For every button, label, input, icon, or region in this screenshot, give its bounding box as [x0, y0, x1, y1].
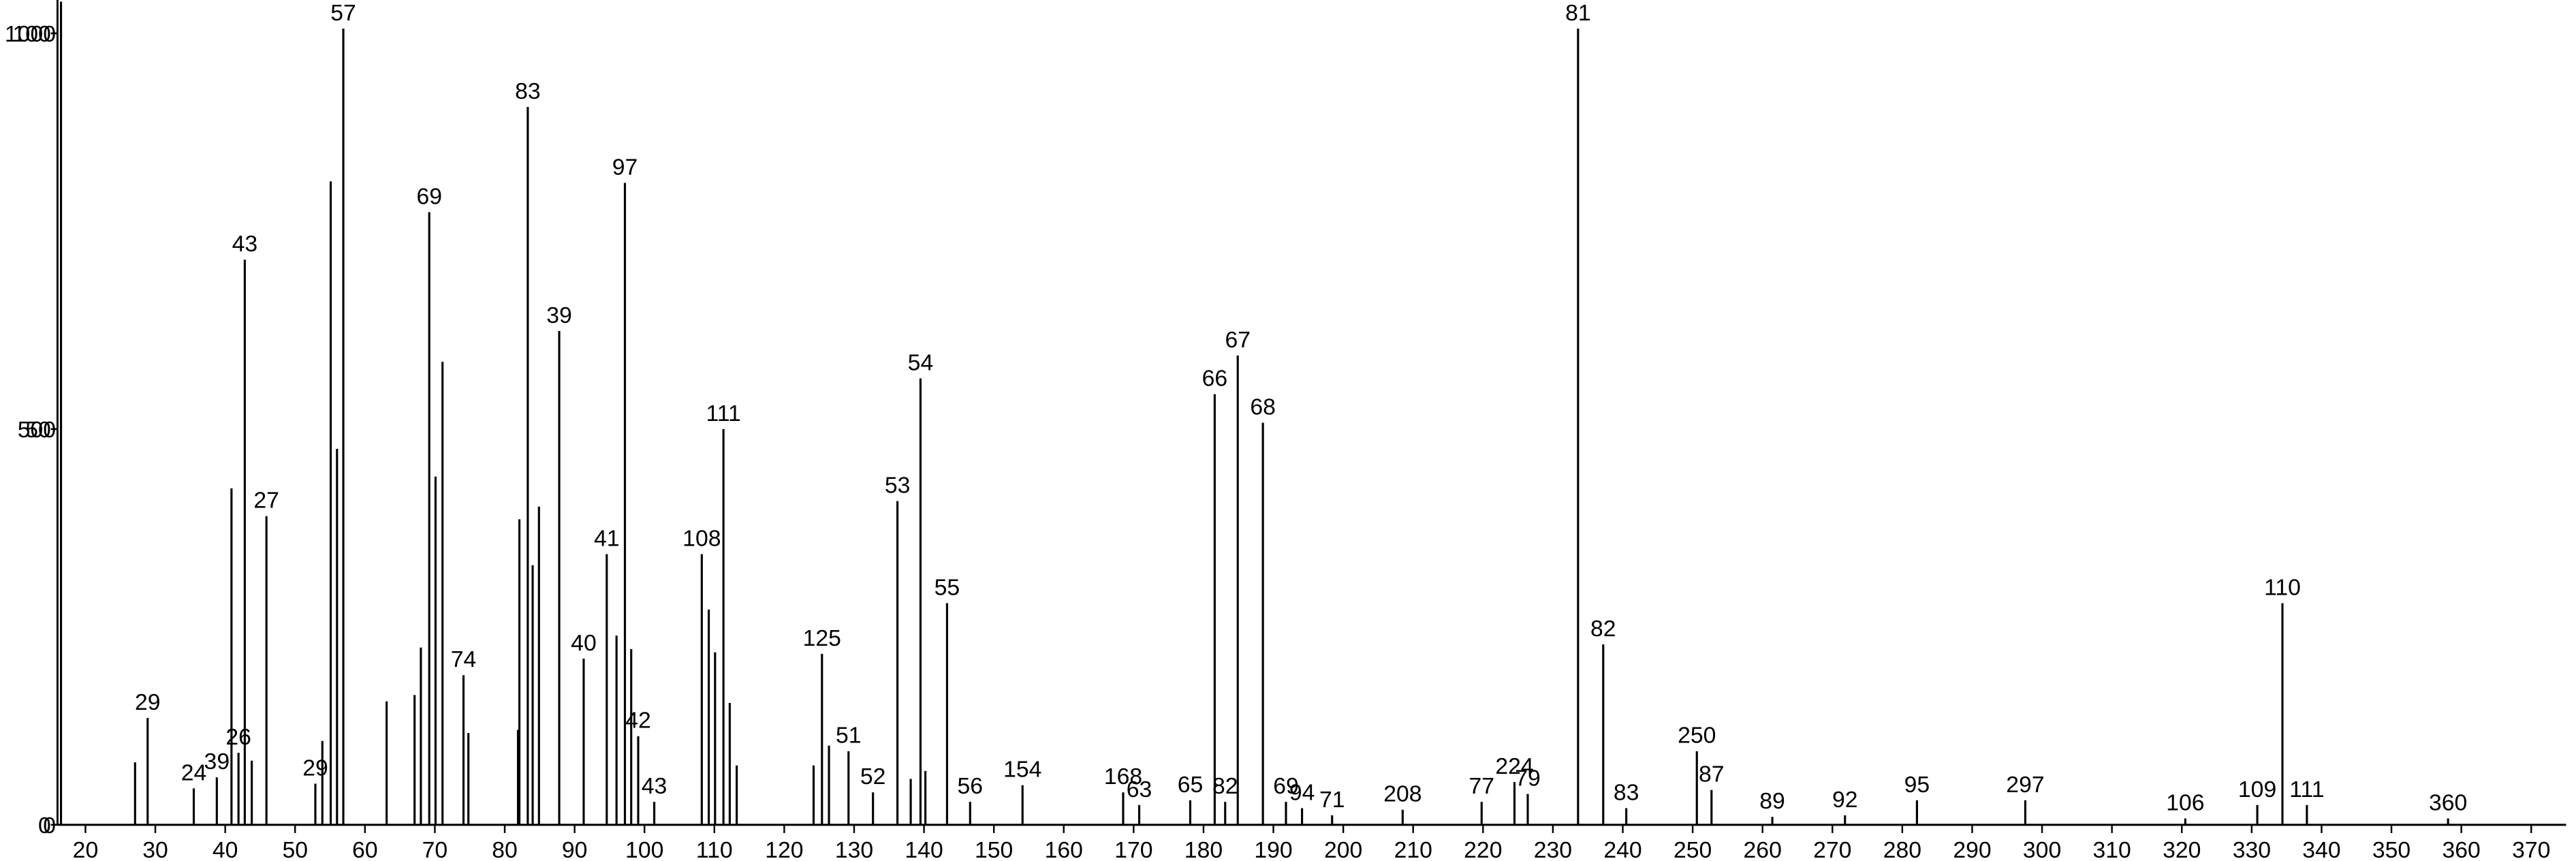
x-tick-label: 60 [352, 837, 378, 861]
peak-label: 67 [1225, 327, 1251, 353]
peak-label: 40 [571, 630, 597, 656]
x-tick-label: 110 [696, 837, 733, 861]
peak-label: 63 [1127, 777, 1152, 802]
x-tick-label: 330 [2233, 837, 2271, 861]
x-tick-label: 40 [213, 837, 238, 861]
y-tick-label: 1000 [5, 21, 56, 47]
x-tick-label: 20 [73, 837, 99, 861]
x-tick-label: 360 [2442, 837, 2480, 861]
peak-label: 82 [1212, 773, 1238, 799]
x-tick-label: 120 [765, 837, 803, 861]
peak-label: 66 [1202, 366, 1228, 392]
peak-label: 52 [860, 764, 886, 789]
peak-label: 43 [642, 773, 667, 799]
peak-label: 65 [1178, 772, 1204, 798]
peak-label: 39 [204, 749, 230, 774]
x-tick-label: 310 [2093, 837, 2131, 861]
peak-label: 54 [908, 349, 934, 375]
x-tick-label: 90 [562, 837, 588, 861]
peak-label: 95 [1904, 772, 1930, 798]
peak-label: 74 [451, 646, 477, 672]
x-tick-label: 80 [492, 837, 518, 861]
x-tick-label: 220 [1464, 837, 1502, 861]
peak-label: 297 [2006, 772, 2044, 798]
x-tick-label: 170 [1114, 837, 1152, 861]
peak-label: 83 [1614, 779, 1639, 805]
peak-label: 53 [885, 473, 911, 499]
x-tick-label: 160 [1045, 837, 1083, 861]
x-tick-label: 70 [422, 837, 448, 861]
peak-label: 57 [330, 0, 356, 26]
peak-label: 29 [135, 689, 161, 715]
x-tick-label: 230 [1534, 837, 1572, 861]
peak-label: 106 [2166, 790, 2204, 816]
peak-label: 125 [803, 625, 841, 651]
x-tick-label: 260 [1744, 837, 1782, 861]
x-tick-label: 140 [905, 837, 943, 861]
peak-label: 81 [1565, 0, 1591, 26]
x-tick-label: 300 [2023, 837, 2061, 861]
peak-label: 71 [1319, 787, 1345, 813]
x-tick-label: 180 [1184, 837, 1223, 861]
peak-label: 51 [836, 723, 862, 749]
x-tick-label: 190 [1254, 837, 1292, 861]
y2-tick-label: 100 [12, 21, 50, 47]
peak-label: 29 [302, 755, 328, 781]
y2-tick-label: 50 [25, 417, 51, 443]
peak-label: 94 [1289, 779, 1315, 805]
y2-tick-label: 0 [38, 813, 51, 839]
x-tick-label: 240 [1603, 837, 1642, 861]
peak-label: 27 [253, 488, 279, 514]
peak-label: 111 [706, 401, 740, 426]
peak-label: 108 [682, 525, 721, 551]
peak-label: 69 [1273, 773, 1299, 799]
x-tick-label: 280 [1883, 837, 1921, 861]
peak-label: 250 [1678, 723, 1716, 749]
x-tick-label: 210 [1394, 837, 1432, 861]
x-tick-label: 100 [625, 837, 663, 861]
peak-label: 77 [1469, 773, 1495, 799]
peak-label: 109 [2238, 777, 2276, 802]
peak-label: 42 [625, 708, 651, 734]
x-tick-label: 350 [2372, 837, 2410, 861]
x-tick-label: 250 [1674, 837, 1712, 861]
x-tick-label: 290 [1953, 837, 1991, 861]
y-tick-label: 0 [43, 813, 56, 839]
x-tick-label: 130 [835, 837, 873, 861]
x-tick-label: 150 [975, 837, 1013, 861]
peak-label: 41 [594, 525, 620, 551]
peak-label: 97 [612, 154, 638, 180]
peak-label: 110 [2264, 574, 2301, 600]
peak-label: 360 [2429, 790, 2467, 816]
peak-label: 68 [1250, 394, 1276, 420]
peak-label: 39 [546, 302, 572, 328]
peak-label: 111 [2289, 777, 2324, 802]
peak-label: 83 [515, 78, 541, 104]
peak-label: 55 [934, 574, 960, 600]
peak-label: 92 [1832, 787, 1858, 813]
peak-label: 82 [1590, 616, 1616, 642]
peak-label: 154 [1003, 757, 1041, 783]
peak-label: 87 [1699, 762, 1725, 787]
peak-label: 79 [1515, 766, 1541, 792]
peak-label: 89 [1759, 788, 1785, 814]
x-tick-label: 340 [2302, 837, 2340, 861]
x-tick-label: 200 [1324, 837, 1362, 861]
peak-label: 168 [1104, 764, 1142, 789]
x-tick-label: 50 [282, 837, 308, 861]
x-tick-label: 320 [2163, 837, 2201, 861]
x-tick-label: 270 [1813, 837, 1851, 861]
x-tick-label: 370 [2512, 837, 2550, 861]
peak-label: 43 [232, 231, 258, 257]
peak-label: 56 [958, 773, 984, 799]
peak-label: 69 [416, 183, 442, 209]
y-tick-label: 500 [18, 417, 56, 443]
peak-label: 208 [1383, 781, 1421, 807]
peak-label: 224 [1495, 753, 1533, 779]
peak-label: 26 [225, 724, 251, 750]
peak-label: 24 [181, 760, 207, 785]
x-tick-label: 30 [142, 837, 168, 861]
